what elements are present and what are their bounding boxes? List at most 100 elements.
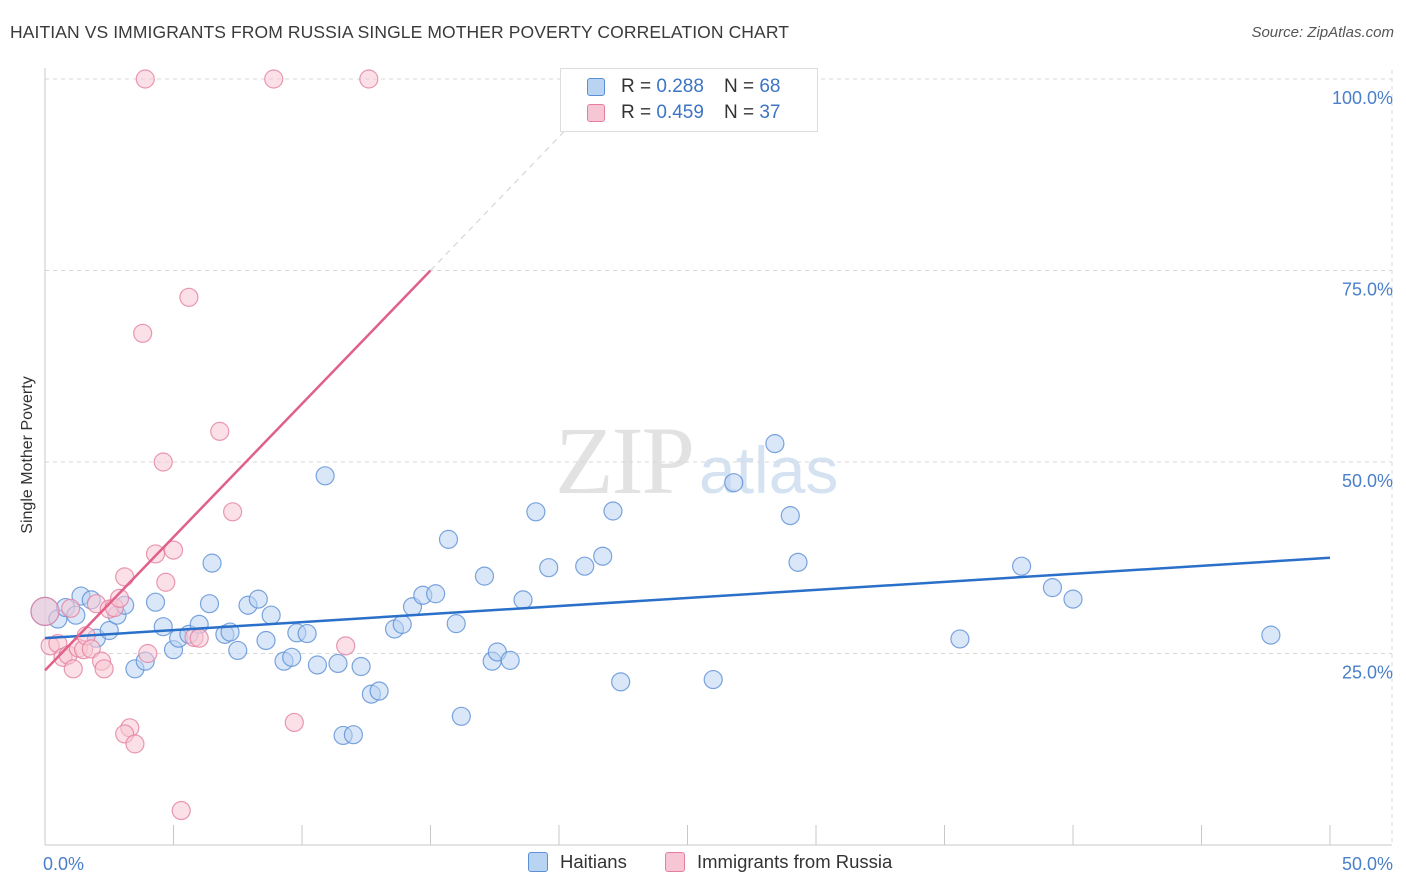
russia-point [61,598,81,618]
haitians-trend-line [44,556,1331,640]
haitians-point [526,502,546,522]
haitians-point [788,552,808,572]
russia-point [156,572,176,592]
russia-point [284,712,304,733]
haitians-point [1042,578,1063,598]
haitians-swatch [587,78,605,96]
haitians-point [328,653,348,674]
russia-point [264,69,284,89]
y-tick-label: 25.0% [1342,663,1393,683]
x-tick-label-max: 50.0% [1342,854,1393,874]
haitians-point [724,473,744,493]
russia-point [109,588,130,608]
haitians-point [611,672,631,692]
russia-point [171,800,191,821]
russia-point [94,659,114,679]
russia-point [30,596,60,626]
haitians-point [950,629,970,649]
haitians-point [593,546,613,566]
haitians-point [228,640,248,661]
watermark-zip: ZIP [555,407,695,514]
haitians-point [765,434,785,454]
correlation-legend: R = 0.288 N = 68 R = 0.459 N = 37 [560,68,818,132]
legend-item-russia[interactable]: Immigrants from Russia [665,851,892,873]
haitians-point [426,584,446,604]
legend-row-haitians: R = 0.288 N = 68 [587,75,780,99]
haitians-legend-swatch [528,852,548,872]
n-value: 68 [759,76,781,97]
r-label: R = [621,102,652,123]
haitians-point [539,558,559,578]
r-label: R = [621,76,652,97]
russia-point [138,643,158,664]
russia-point [81,639,101,659]
haitians-point [474,566,495,586]
haitians-point [500,650,520,670]
haitians-point [202,553,222,573]
haitians-point [256,630,276,651]
russia-point [133,323,153,343]
haitians-points [30,434,1281,746]
legend-row-russia: R = 0.459 N = 37 [587,101,780,125]
russia-point [223,502,243,522]
tick-labels: 25.0% 50.0% 75.0% 100.0% 0.0% 50.0% [43,88,1393,874]
haitians-point [199,594,220,614]
n-label: N = [723,76,755,97]
n-value: 37 [759,102,781,123]
haitians-point [513,590,533,610]
n-label: N = [723,102,755,123]
haitians-point [307,655,328,675]
legend-item-haitians[interactable]: Haitians [528,851,627,873]
haitians-point [153,617,173,637]
haitians-point [261,605,281,625]
russia-point [153,452,173,472]
russia-point [189,628,209,648]
haitians-point [282,647,302,667]
haitians-point [315,466,335,486]
russia-legend-swatch [665,852,685,872]
y-tick-label: 50.0% [1342,471,1393,491]
haitians-point [438,529,459,549]
haitians-point [248,589,268,609]
russia-point [63,659,83,679]
haitians-point [145,592,166,612]
haitians-point [369,681,389,701]
russia-swatch [587,104,605,122]
chart-title: HAITIAN VS IMMIGRANTS FROM RUSSIA SINGLE… [10,22,790,42]
haitians-point [297,623,317,644]
haitians-point [703,669,723,690]
russia-points [30,69,379,821]
haitians-point [451,706,471,726]
legend-label-russia: Immigrants from Russia [697,851,893,872]
russia-point [163,540,184,560]
watermark: ZIPatlas [555,405,838,516]
x-tick-label-min: 0.0% [43,854,84,874]
y-tick-label: 100.0% [1332,88,1393,108]
r-value: 0.288 [656,76,704,97]
russia-point [135,69,155,89]
haitians-point [780,506,800,526]
y-tick-label: 75.0% [1342,280,1393,300]
haitians-point [343,725,363,745]
source-credit: Source: ZipAtlas.com [1251,24,1394,41]
grid-lines [45,70,1393,845]
russia-trend-line [44,269,432,672]
haitians-point [603,501,623,521]
russia-point [210,421,230,441]
haitians-point [392,614,412,634]
russia-point [359,69,379,89]
haitians-point [351,656,371,677]
russia-point [115,567,135,587]
legend-label-haitians: Haitians [560,851,627,872]
russia-point [336,636,356,656]
russia-point [125,734,145,754]
haitians-point [575,556,595,576]
series-legend: Haitians Immigrants from Russia [0,851,1406,877]
r-value: 0.459 [656,102,704,123]
haitians-point [1261,625,1281,645]
haitians-point [1011,556,1032,576]
trend-lines [44,128,1331,672]
haitians-point [446,614,466,634]
russia-point [179,287,199,307]
